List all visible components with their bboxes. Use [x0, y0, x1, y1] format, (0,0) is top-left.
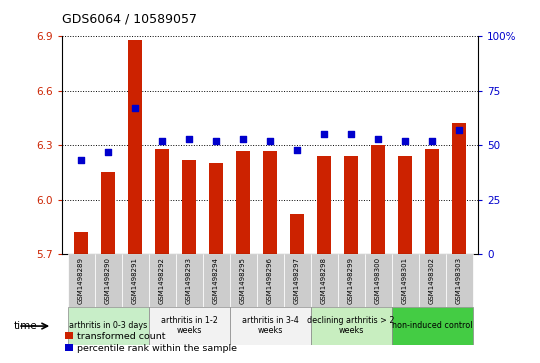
Point: [212, 138, 220, 144]
Bar: [424, 149, 440, 254]
Bar: [392, 254, 418, 307]
Bar: [310, 254, 338, 307]
Point: [131, 105, 139, 111]
Bar: [122, 254, 148, 307]
Text: GSM1498293: GSM1498293: [186, 257, 192, 304]
Bar: [392, 307, 472, 345]
Text: GSM1498296: GSM1498296: [267, 257, 273, 304]
Text: GSM1498294: GSM1498294: [213, 257, 219, 304]
Text: non-induced control: non-induced control: [392, 321, 472, 330]
Bar: [208, 163, 224, 254]
Text: GSM1498300: GSM1498300: [375, 257, 381, 304]
Text: GSM1498298: GSM1498298: [321, 257, 327, 304]
Point: [239, 136, 247, 142]
Point: [77, 158, 85, 163]
Text: arthritis in 1-2
weeks: arthritis in 1-2 weeks: [160, 316, 218, 335]
Bar: [262, 151, 278, 254]
Text: arthritis in 0-3 days: arthritis in 0-3 days: [69, 321, 147, 330]
Bar: [284, 254, 310, 307]
Bar: [289, 214, 305, 254]
Bar: [148, 254, 176, 307]
Bar: [256, 254, 284, 307]
Bar: [364, 254, 391, 307]
Bar: [397, 156, 413, 254]
Bar: [343, 156, 359, 254]
Point: [347, 131, 355, 137]
Text: GDS6064 / 10589057: GDS6064 / 10589057: [62, 12, 197, 25]
Bar: [310, 307, 392, 345]
Point: [374, 136, 382, 142]
Bar: [316, 156, 332, 254]
Point: [158, 138, 166, 144]
Legend: transformed count, percentile rank within the sample: transformed count, percentile rank withi…: [62, 328, 241, 356]
Bar: [418, 254, 445, 307]
Bar: [338, 254, 364, 307]
Bar: [148, 307, 230, 345]
Bar: [202, 254, 230, 307]
Text: GSM1498291: GSM1498291: [132, 257, 138, 304]
Bar: [154, 149, 170, 254]
Text: GSM1498290: GSM1498290: [105, 257, 111, 304]
Text: arthritis in 3-4
weeks: arthritis in 3-4 weeks: [241, 316, 299, 335]
Bar: [68, 254, 94, 307]
Text: GSM1498289: GSM1498289: [78, 257, 84, 304]
Point: [401, 138, 409, 144]
Text: GSM1498301: GSM1498301: [402, 257, 408, 304]
Text: time: time: [14, 321, 37, 331]
Point: [428, 138, 436, 144]
Bar: [176, 254, 202, 307]
Point: [104, 149, 112, 155]
Bar: [68, 307, 148, 345]
Text: GSM1498295: GSM1498295: [240, 257, 246, 304]
Bar: [94, 254, 122, 307]
Bar: [446, 254, 472, 307]
Text: GSM1498303: GSM1498303: [456, 257, 462, 304]
Bar: [127, 40, 143, 254]
Bar: [230, 254, 256, 307]
Point: [320, 131, 328, 137]
Point: [185, 136, 193, 142]
Bar: [451, 123, 467, 254]
Bar: [73, 232, 89, 254]
Bar: [181, 160, 197, 254]
Point: [266, 138, 274, 144]
Text: GSM1498292: GSM1498292: [159, 257, 165, 304]
Text: declining arthritis > 2
weeks: declining arthritis > 2 weeks: [307, 316, 395, 335]
Bar: [230, 307, 310, 345]
Point: [455, 127, 463, 133]
Text: GSM1498299: GSM1498299: [348, 257, 354, 304]
Text: GSM1498302: GSM1498302: [429, 257, 435, 304]
Bar: [370, 145, 386, 254]
Bar: [100, 172, 116, 254]
Bar: [235, 151, 251, 254]
Point: [293, 147, 301, 152]
Text: GSM1498297: GSM1498297: [294, 257, 300, 304]
